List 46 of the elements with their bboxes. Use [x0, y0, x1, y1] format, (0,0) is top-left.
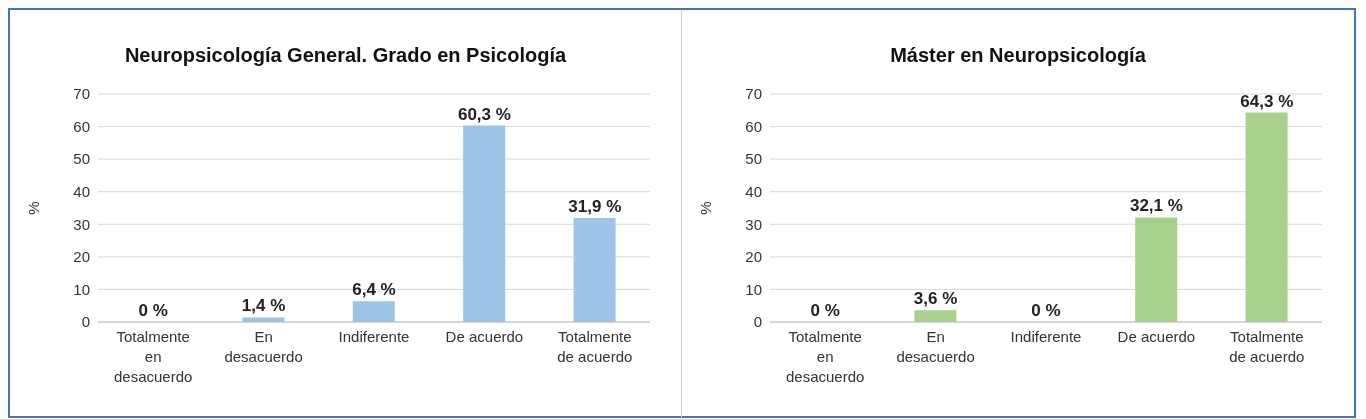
- y-tick-label: 50: [73, 150, 90, 168]
- data-label: 64,3 %: [1240, 91, 1294, 111]
- x-tick-label: Totalmente de acuerdo: [1229, 328, 1305, 365]
- chart-title: Máster en Neuropsicología: [889, 44, 1147, 67]
- x-tick-label: De acuerdo: [1117, 328, 1196, 345]
- y-tick-label: 20: [73, 248, 90, 266]
- data-label: 1,4 %: [241, 296, 286, 316]
- bar: [573, 218, 616, 322]
- data-label: 3,6 %: [913, 289, 958, 309]
- x-tick-label: Totalmente en desacuerdo: [786, 328, 865, 385]
- bar: [1245, 112, 1288, 322]
- y-tick-label: 30: [745, 215, 762, 233]
- y-tick-label: 0: [753, 313, 762, 331]
- y-tick-label: 30: [73, 215, 90, 233]
- data-label: 0 %: [1031, 301, 1061, 320]
- y-tick-label: 20: [745, 248, 762, 266]
- x-tick-label: En desacuerdo: [224, 328, 303, 365]
- bar: [914, 310, 957, 322]
- x-tick-label: En desacuerdo: [896, 328, 975, 365]
- data-label: 0 %: [138, 301, 168, 320]
- chart-title: Neuropsicología General. Grado en Psicología: [123, 44, 568, 67]
- x-tick-label: Totalmente en desacuerdo: [114, 328, 193, 385]
- y-tick-label: 70: [73, 85, 90, 103]
- data-label: 6,4 %: [352, 280, 396, 300]
- y-axis-title: %: [25, 201, 43, 215]
- x-tick-label: De acuerdo: [445, 328, 524, 345]
- data-label: 32,1 %: [1129, 196, 1183, 216]
- x-tick-label: Indiferente: [338, 328, 410, 345]
- y-tick-label: 40: [73, 183, 90, 201]
- y-axis-title: %: [697, 201, 715, 215]
- y-tick-label: 10: [73, 280, 90, 298]
- y-tick-label: 70: [745, 85, 762, 103]
- bar: [352, 301, 395, 322]
- x-tick-label: Indiferente: [1010, 328, 1082, 345]
- y-tick-label: 40: [745, 183, 762, 201]
- data-label: 60,3 %: [457, 104, 511, 124]
- y-tick-label: 0: [81, 313, 90, 331]
- bar: [1135, 217, 1178, 322]
- y-tick-label: 60: [745, 117, 762, 135]
- data-label: 0 %: [810, 301, 840, 320]
- bar: [463, 125, 506, 322]
- data-label: 31,9 %: [568, 197, 622, 217]
- x-tick-label: Totalmente de acuerdo: [557, 328, 633, 365]
- y-tick-label: 10: [745, 280, 762, 298]
- y-tick-label: 60: [73, 117, 90, 135]
- y-tick-label: 50: [745, 150, 762, 168]
